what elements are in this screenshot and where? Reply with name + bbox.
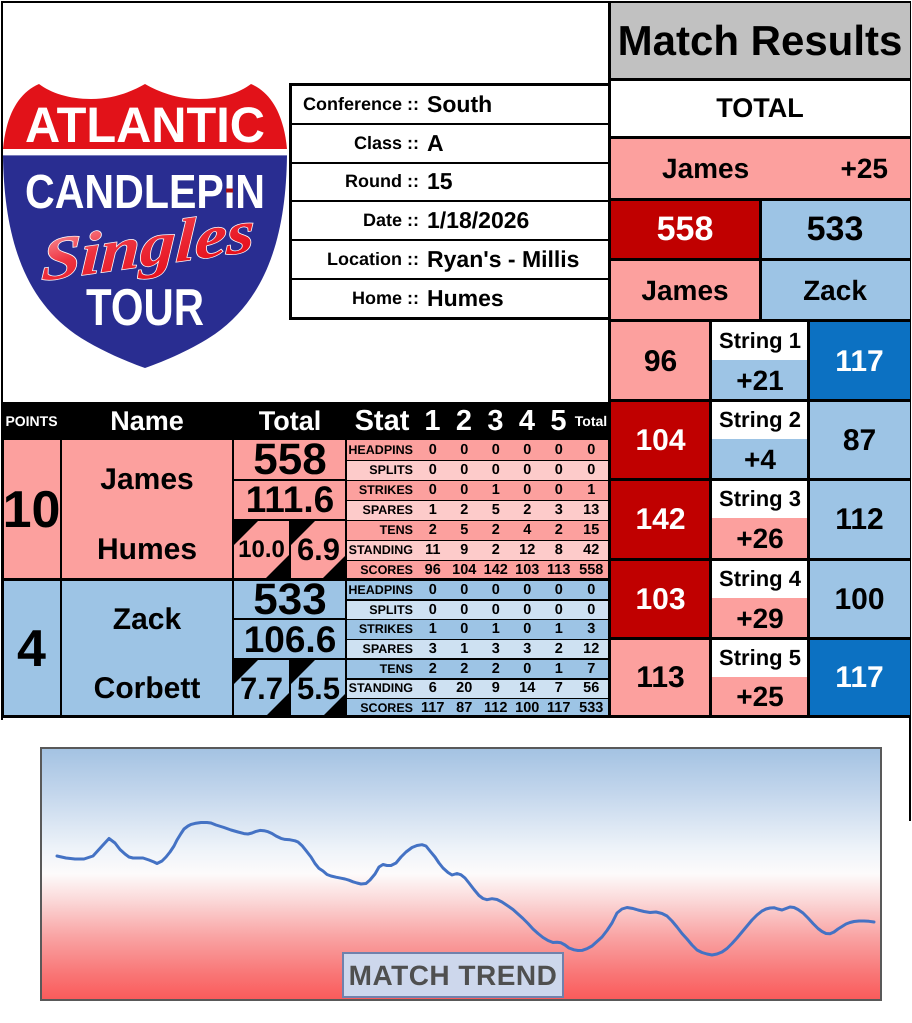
svg-text:ATLANTIC: ATLANTIC bbox=[25, 97, 265, 153]
svg-text:TOUR: TOUR bbox=[86, 279, 204, 337]
svg-text:CANDLEPIN: CANDLEPIN bbox=[25, 166, 265, 219]
svg-text:MATCH TREND: MATCH TREND bbox=[349, 960, 558, 991]
